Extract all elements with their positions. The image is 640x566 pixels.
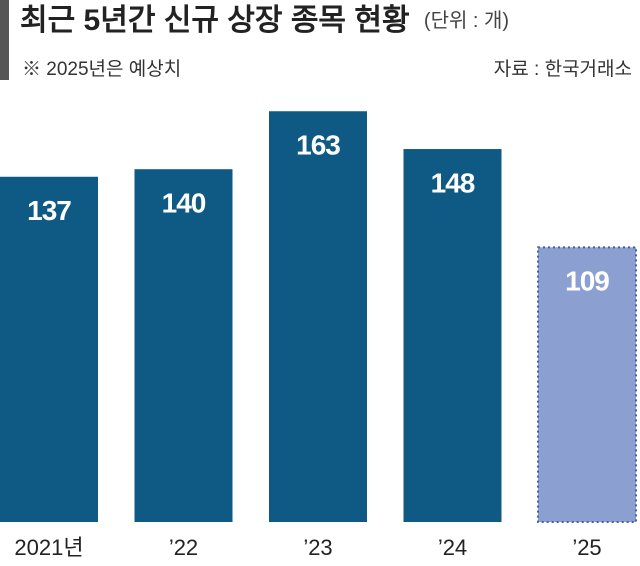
value-label: 163 bbox=[296, 130, 340, 161]
value-label: 140 bbox=[162, 188, 206, 219]
x-tick-label: ’23 bbox=[303, 535, 332, 560]
source: 자료 : 한국거래소 bbox=[494, 58, 632, 80]
value-label: 148 bbox=[431, 167, 475, 198]
chart-title-line: 최근 5년간 신규 상장 종목 현황 (단위 : 개) bbox=[20, 4, 509, 37]
value-label: 137 bbox=[27, 195, 71, 226]
x-tick-label: ’25 bbox=[572, 535, 601, 560]
x-tick-label: ’24 bbox=[438, 535, 467, 560]
x-tick-label: 2021년 bbox=[14, 535, 83, 560]
chart-title: 최근 5년간 신규 상장 종목 현황 bbox=[20, 4, 410, 37]
bar bbox=[0, 176, 98, 522]
unit: (단위 : 개) bbox=[424, 9, 509, 32]
value-label: 109 bbox=[565, 266, 609, 297]
title-accent bbox=[0, 0, 9, 80]
bar bbox=[134, 169, 233, 522]
bar bbox=[537, 246, 637, 523]
x-tick-label: ’22 bbox=[169, 535, 198, 560]
note: ※ 2025년은 예상치 bbox=[22, 58, 181, 80]
bar bbox=[403, 149, 502, 523]
bar bbox=[269, 111, 367, 523]
